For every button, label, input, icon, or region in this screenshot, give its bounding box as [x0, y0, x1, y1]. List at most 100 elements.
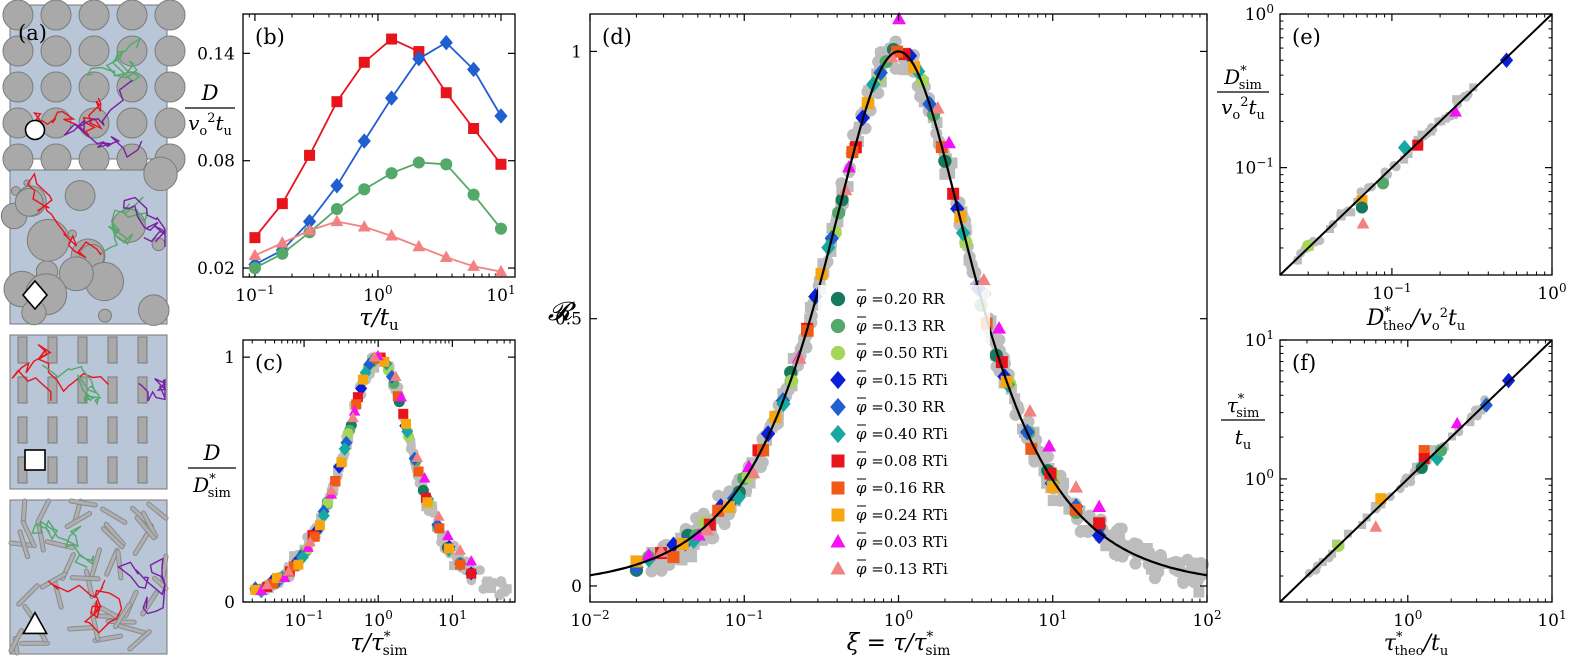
legend: φ =0.20 RR φ =0.13 RR φ =0.50 RTi φ =0.15 R… — [818, 285, 990, 587]
data-point — [352, 392, 363, 403]
points-layer — [1293, 52, 1514, 265]
trajectory — [31, 519, 95, 568]
data-point — [691, 528, 706, 541]
legend-text: φ =0.20 RR — [856, 290, 945, 308]
series-salmon — [248, 214, 508, 277]
data-point — [411, 451, 424, 462]
data-point — [392, 391, 403, 402]
obstacle-disk — [143, 156, 178, 192]
obstacle-disk — [78, 0, 110, 31]
legend-entry: φ =0.24 RTi — [831, 505, 948, 524]
data-point — [268, 578, 279, 589]
data-point — [494, 108, 508, 124]
x-tick-label: 100 — [884, 608, 913, 631]
data-point — [368, 351, 381, 362]
gray-point — [1406, 477, 1416, 487]
frame-rods — [8, 498, 169, 656]
obstacle-rod — [36, 499, 51, 524]
collapse-point-gray — [474, 565, 485, 576]
y-tick-label: 1 — [224, 348, 235, 368]
data-point — [390, 370, 402, 382]
data-point — [666, 536, 681, 554]
x-tick-label: 102 — [1192, 608, 1221, 631]
x-tick-label: 10−1 — [1372, 281, 1411, 304]
data-point — [385, 167, 398, 180]
collapse-point-gray — [1058, 477, 1070, 489]
data-point — [248, 248, 262, 261]
obstacle-rod — [90, 611, 100, 641]
obstacle-rod — [70, 576, 100, 581]
collapse-point-gray — [889, 62, 902, 75]
gray-point — [1404, 149, 1413, 158]
gray-point — [1293, 255, 1302, 265]
ylabel-num: τ* sim — [1227, 392, 1260, 421]
data-point — [494, 264, 508, 277]
series-line — [254, 220, 502, 273]
trajectory — [86, 37, 142, 83]
data-point — [342, 428, 354, 440]
obstacle-disk — [2, 0, 34, 31]
collapse-point-gray — [390, 384, 400, 394]
data-point — [468, 123, 480, 135]
ylabel-den: tu — [1235, 425, 1251, 453]
obstacle-disk — [40, 0, 72, 31]
data-point — [330, 214, 344, 227]
obstacle-rod — [21, 520, 36, 548]
legend-background — [818, 285, 990, 587]
data-point — [455, 559, 466, 570]
obstacle-disk — [116, 107, 148, 139]
data-point — [357, 133, 371, 149]
data-point — [976, 273, 991, 286]
fit-curve — [589, 50, 1208, 577]
legend-text: φ =0.13 RR — [856, 317, 945, 335]
obstacle-rect — [107, 336, 118, 364]
legend-text: φ =0.16 RR — [856, 479, 945, 497]
trajectory — [138, 378, 167, 402]
obstacle-disk — [154, 71, 186, 103]
obstacle-rod — [101, 527, 124, 549]
gray-point — [1452, 95, 1461, 104]
data-point — [1450, 416, 1464, 429]
data-point — [412, 51, 426, 67]
data-point — [439, 250, 453, 262]
panel-a: (a) — [0, 0, 186, 656]
gray-point — [1347, 208, 1356, 217]
collapse-point-gray — [1081, 525, 1094, 539]
panel-label: (e) — [1292, 25, 1321, 49]
collapse-point-gray — [1141, 543, 1153, 555]
data-point — [276, 247, 289, 260]
data-point — [1092, 499, 1107, 513]
obstacle-rect — [47, 416, 58, 444]
obstacle-rod — [113, 603, 131, 628]
collapse-point-gray — [1186, 557, 1198, 569]
data-point — [440, 158, 453, 171]
data-point — [293, 559, 304, 570]
data-point — [746, 465, 761, 479]
y-tick-label: 101 — [1245, 328, 1274, 351]
obstacle-disk — [137, 294, 170, 326]
y-tick-label: 0.5 — [555, 310, 582, 330]
x-tick-label: 10−2 — [570, 608, 609, 631]
ylabel-num: D — [201, 81, 219, 105]
x-tick-label: 10−1 — [284, 608, 323, 631]
data-point — [712, 504, 725, 517]
x-tick-label: 101 — [438, 608, 467, 631]
data-point — [276, 198, 288, 210]
frame-marker-diamond — [21, 279, 49, 311]
data-point — [331, 96, 343, 108]
data-point — [1091, 527, 1107, 545]
data-point — [1434, 444, 1448, 457]
obstacle-disk — [151, 237, 166, 252]
legend-text: φ =0.40 RTi — [856, 425, 948, 443]
legend-text: φ =0.08 RTi — [856, 452, 948, 470]
collapse-point-gray — [1193, 586, 1205, 598]
y-tick-label: 10−1 — [1235, 156, 1274, 179]
obstacle-rod — [9, 629, 24, 653]
obstacle-rect — [107, 456, 118, 484]
collapse-point-gray — [1129, 557, 1142, 570]
panel-label: (f) — [1292, 351, 1316, 375]
data-point — [309, 531, 320, 542]
data-point — [440, 87, 452, 99]
